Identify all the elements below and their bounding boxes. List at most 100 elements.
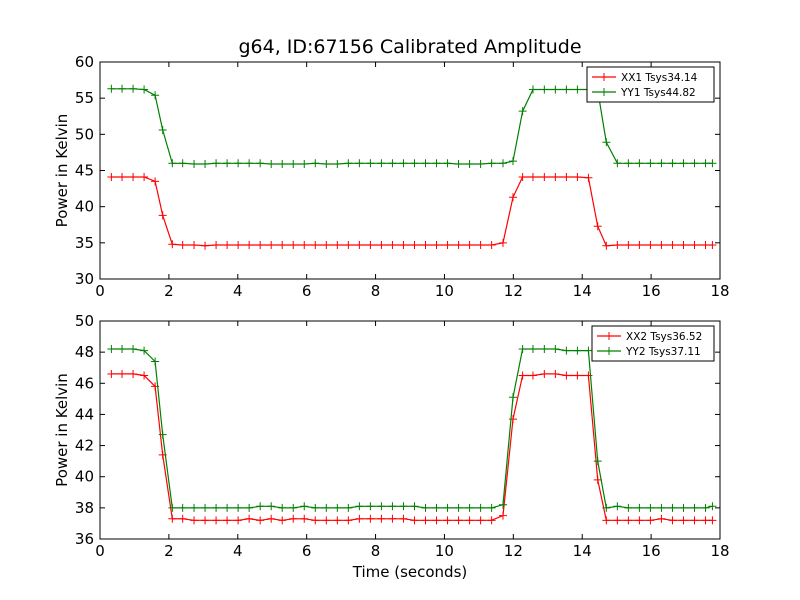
data-point bbox=[212, 503, 221, 512]
data-point bbox=[234, 241, 243, 250]
data-point bbox=[540, 173, 549, 182]
data-point bbox=[311, 241, 320, 250]
data-point bbox=[344, 159, 353, 168]
data-point bbox=[129, 345, 138, 354]
data-point bbox=[602, 516, 611, 525]
data-point bbox=[593, 475, 602, 484]
data-point bbox=[311, 159, 320, 168]
legend-label: XX2 Tsys36.52 bbox=[626, 331, 702, 343]
data-point bbox=[178, 159, 187, 168]
data-point bbox=[278, 241, 287, 250]
data-point bbox=[344, 241, 353, 250]
x-tick-label: 0 bbox=[95, 282, 105, 300]
data-point bbox=[646, 516, 655, 525]
data-point bbox=[223, 241, 232, 250]
legend-marker bbox=[605, 347, 613, 355]
x-tick-label: 6 bbox=[302, 542, 312, 560]
data-point bbox=[562, 85, 571, 94]
data-point bbox=[613, 159, 622, 168]
data-point bbox=[657, 159, 666, 168]
legend-label: XX1 Tsys34.14 bbox=[621, 72, 698, 84]
data-point bbox=[518, 173, 527, 182]
data-point bbox=[223, 516, 232, 525]
x-tick-label: 2 bbox=[164, 542, 174, 560]
data-point bbox=[256, 159, 265, 168]
y-tick-label: 35 bbox=[75, 234, 94, 252]
data-point bbox=[528, 345, 537, 354]
data-point bbox=[443, 241, 452, 250]
data-point bbox=[322, 159, 331, 168]
data-point bbox=[540, 369, 549, 378]
x-tick-label: 8 bbox=[371, 542, 381, 560]
data-point bbox=[668, 241, 677, 250]
y-tick-label: 40 bbox=[75, 468, 94, 486]
data-point bbox=[476, 241, 485, 250]
data-point bbox=[212, 241, 221, 250]
data-point bbox=[344, 516, 353, 525]
data-point bbox=[679, 503, 688, 512]
data-point bbox=[701, 241, 710, 250]
data-point bbox=[355, 241, 364, 250]
data-point bbox=[201, 503, 210, 512]
data-point bbox=[201, 159, 210, 168]
data-point bbox=[129, 84, 138, 93]
x-tick-label: 16 bbox=[642, 542, 661, 560]
data-point bbox=[432, 241, 441, 250]
x-tick-label: 12 bbox=[504, 542, 523, 560]
x-tick-label: 4 bbox=[233, 282, 243, 300]
x-tick-label: 12 bbox=[504, 282, 523, 300]
data-point bbox=[499, 238, 507, 247]
data-point bbox=[690, 516, 699, 525]
data-point bbox=[322, 241, 331, 250]
data-point bbox=[107, 345, 116, 354]
data-point bbox=[551, 85, 560, 94]
data-point bbox=[256, 516, 265, 525]
data-point bbox=[118, 173, 127, 182]
data-point bbox=[107, 173, 116, 182]
data-point bbox=[107, 84, 116, 93]
data-point bbox=[690, 159, 699, 168]
data-point bbox=[679, 241, 688, 250]
data-point bbox=[201, 516, 210, 525]
data-point bbox=[613, 516, 622, 525]
data-point bbox=[178, 514, 187, 523]
data-point bbox=[190, 503, 199, 512]
data-point bbox=[701, 516, 710, 525]
data-point bbox=[528, 173, 537, 182]
data-point bbox=[245, 241, 254, 250]
plot-panel-1: 0 2 4 6 8 10 12 14 16 18 30 35 40 45 50 55 60 Power in Ke… bbox=[53, 53, 730, 300]
data-point bbox=[377, 514, 386, 523]
data-point bbox=[322, 516, 331, 525]
x-tick-label: 6 bbox=[302, 282, 312, 300]
data-point bbox=[300, 502, 309, 511]
data-point bbox=[178, 241, 187, 250]
data-point bbox=[118, 84, 127, 93]
data-point bbox=[562, 371, 571, 380]
data-point bbox=[508, 393, 517, 402]
data-point bbox=[518, 107, 527, 116]
data-point bbox=[646, 503, 655, 512]
x-tick-label: 18 bbox=[710, 282, 729, 300]
data-point bbox=[690, 503, 699, 512]
data-point bbox=[289, 159, 298, 168]
legend-label: YY2 Tsys37.11 bbox=[625, 346, 701, 358]
data-point bbox=[267, 241, 276, 250]
y-tick-label: 60 bbox=[75, 53, 94, 71]
data-point bbox=[454, 516, 463, 525]
data-point bbox=[421, 503, 430, 512]
data-point bbox=[355, 502, 364, 511]
data-point bbox=[584, 346, 593, 355]
data-point bbox=[278, 503, 287, 512]
data-point bbox=[432, 159, 441, 168]
data-point bbox=[300, 159, 309, 168]
data-point bbox=[377, 159, 386, 168]
data-point bbox=[551, 369, 560, 378]
data-point bbox=[487, 159, 496, 168]
legend: XX2 Tsys36.52 YY2 Tsys37.11 bbox=[591, 325, 715, 362]
data-point bbox=[690, 241, 699, 250]
x-tick-label: 0 bbox=[95, 542, 105, 560]
data-point bbox=[300, 514, 309, 523]
data-point bbox=[366, 502, 375, 511]
data-point bbox=[190, 241, 199, 250]
